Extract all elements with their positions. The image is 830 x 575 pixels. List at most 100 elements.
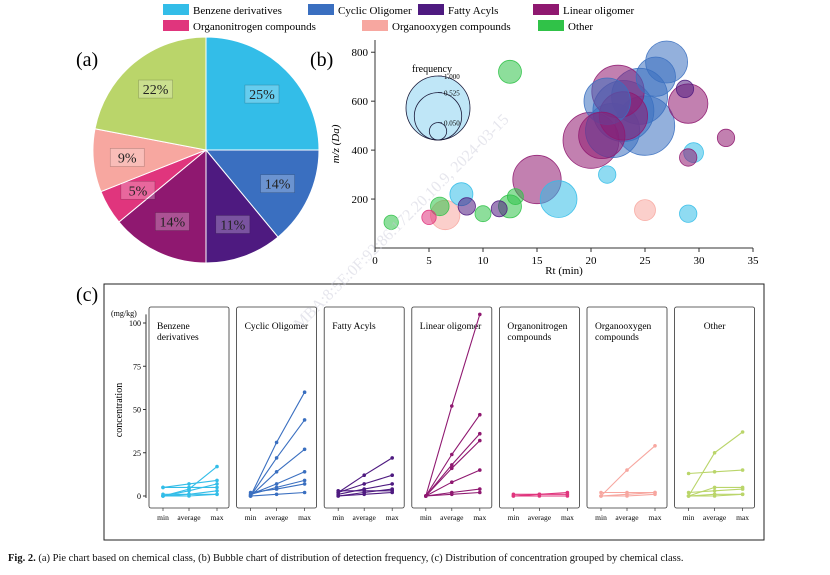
c-x-tick-label: average — [528, 513, 552, 522]
c-series-point — [274, 482, 279, 486]
bubble — [679, 148, 698, 167]
pie-label-box — [120, 180, 156, 200]
c-x-tick-label: max — [736, 513, 749, 522]
c-y-tick-label: 0 — [137, 492, 141, 501]
c-subpanel-title: Other — [704, 322, 726, 332]
c-x-tick-label: max — [473, 513, 486, 522]
c-series-point — [478, 312, 482, 317]
c-y-tick-label: 50 — [133, 406, 141, 415]
x-tick-label: 30 — [694, 255, 706, 267]
panel-c-frame — [103, 283, 765, 541]
pie-slice — [205, 148, 279, 264]
size-legend-title: frequency — [412, 64, 452, 75]
c-series-point — [161, 492, 165, 497]
c-x-tick-label: min — [245, 513, 257, 522]
pie-label-box — [260, 174, 295, 193]
pie-slice-label: 14% — [159, 216, 185, 231]
c-series-point — [390, 456, 395, 460]
c-series-point — [187, 482, 191, 486]
bubble — [498, 59, 522, 84]
c-subpanel-title: Cyclic Oligomer — [245, 322, 309, 332]
c-series-point — [712, 470, 717, 474]
c-series-point — [274, 492, 279, 497]
watermark: MBA:8:5E:0F:92:86:172.20.10.9, 2024-03-1… — [291, 111, 513, 333]
c-y-tick-label: 25 — [133, 449, 141, 458]
c-series-point — [478, 412, 482, 417]
c-series-point — [187, 485, 191, 490]
bubble — [539, 180, 578, 218]
c-series-point — [686, 490, 691, 495]
c-series-point — [215, 464, 219, 469]
pie-slice — [94, 36, 207, 151]
c-subpanel-title: Fatty Acyls — [332, 322, 376, 332]
c-x-tick-label: min — [420, 513, 432, 522]
c-x-tick-label: max — [561, 513, 574, 522]
c-series-point — [625, 494, 629, 498]
c-y-axis-title: concentration — [114, 383, 125, 437]
c-x-tick-label: min — [332, 513, 344, 522]
c-unit-label: (mg/kg) — [111, 309, 137, 318]
caption-label: Fig. 2. — [8, 553, 36, 564]
c-series-point — [215, 489, 219, 493]
c-series-point — [565, 494, 570, 498]
panel-label-b: (b) — [310, 49, 333, 71]
c-series-point — [362, 492, 367, 497]
legend-label: Organonitrogen compounds — [193, 21, 316, 33]
pie-slice — [118, 148, 207, 264]
c-subpanel-frame — [236, 306, 318, 509]
pie-chart: (a) 25% 14% 11% 14% 5% 9% 22% — [76, 36, 320, 264]
c-series-point — [424, 494, 428, 498]
c-series-point — [740, 430, 745, 434]
panel-label-a: (a) — [76, 49, 98, 71]
c-series-point — [336, 494, 341, 498]
legend-swatch — [418, 4, 444, 15]
bubble — [457, 197, 476, 216]
x-axis-title: Rt (min) — [545, 265, 583, 277]
c-x-tick-label: min — [157, 513, 169, 522]
c-subpanel-frame — [674, 306, 755, 509]
c-series-point — [599, 490, 603, 495]
c-series-point — [302, 490, 307, 495]
c-x-tick-label: min — [683, 513, 695, 522]
c-series-point — [215, 485, 219, 490]
x-tick-label: 5 — [426, 255, 432, 267]
bubble — [474, 205, 492, 223]
bubble — [578, 111, 626, 159]
bubble — [383, 214, 399, 230]
c-series-point — [336, 489, 341, 493]
bubble — [598, 165, 617, 184]
pie-label-box — [215, 215, 251, 234]
legend: Benzene derivatives Cyclic Oligomer Fatty … — [163, 4, 635, 33]
bubble — [507, 188, 524, 206]
c-series-point — [302, 478, 307, 483]
legend-swatch — [538, 20, 564, 31]
c-series-point — [599, 494, 603, 498]
c-series-point — [478, 468, 482, 472]
c-x-tick-label: max — [649, 513, 662, 522]
c-series-point — [511, 494, 516, 498]
pie-slice-label: 11% — [220, 218, 245, 233]
c-x-tick-label: average — [440, 513, 464, 522]
concentration-chart: (c) 0 25 50 75 100(mg/kg) concentration Benzene… — [76, 283, 765, 541]
c-subpanel-frame — [323, 306, 405, 509]
pie-slice — [205, 36, 320, 151]
c-series-point — [450, 404, 454, 408]
c-x-tick-label: max — [298, 513, 311, 522]
c-series-point — [362, 473, 367, 478]
legend-label: Fatty Acyls — [448, 5, 498, 17]
x-tick-label: 10 — [478, 255, 490, 267]
pie-label-box — [138, 79, 173, 99]
c-subpanel-title: derivatives — [157, 333, 199, 343]
y-tick-label: 800 — [352, 47, 369, 59]
caption-text: (a) Pie chart based on chemical class, (… — [38, 553, 684, 564]
pie-label-box — [109, 148, 145, 167]
c-x-tick-label: average — [703, 513, 727, 522]
c-series-point — [362, 489, 367, 493]
c-series-point — [712, 494, 717, 498]
c-series-point — [653, 444, 657, 448]
c-series-point — [625, 468, 629, 472]
legend-swatch — [308, 4, 334, 15]
bubble — [675, 79, 695, 99]
c-series-point — [187, 492, 191, 497]
c-series-point — [450, 452, 454, 457]
